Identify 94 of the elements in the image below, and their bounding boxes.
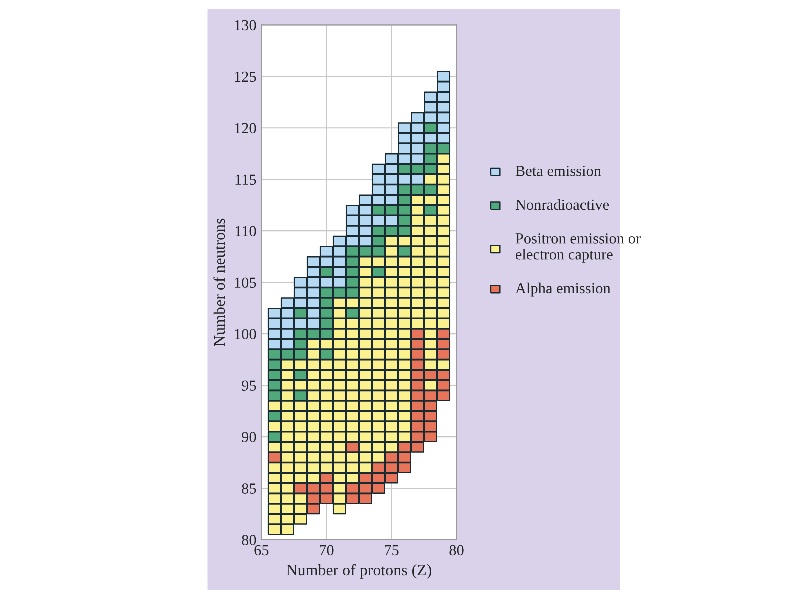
- point: [306, 483, 320, 494]
- y-tick-label: 110: [236, 226, 256, 237]
- point: [437, 380, 451, 392]
- point: [437, 338, 451, 350]
- point: [306, 328, 320, 340]
- point: [398, 442, 412, 453]
- point: [424, 154, 438, 165]
- legend-label: Alpha emission: [516, 282, 611, 297]
- point: [398, 205, 412, 216]
- point: [346, 442, 360, 453]
- legend-label: Beta emission: [516, 166, 602, 176]
- point: [437, 349, 451, 360]
- point: [410, 164, 425, 175]
- point: [294, 308, 308, 319]
- point: [306, 493, 320, 504]
- point: [294, 338, 308, 350]
- point: [320, 483, 334, 494]
- point: [320, 472, 334, 484]
- point: [437, 390, 451, 402]
- point: [410, 442, 425, 453]
- point: [372, 226, 386, 237]
- point: [346, 256, 360, 268]
- point: [346, 266, 360, 278]
- point: [384, 205, 398, 216]
- y-tick-label: 105: [235, 278, 256, 288]
- x-axis-title: Number of protons (Z): [286, 564, 432, 579]
- point: [268, 452, 282, 464]
- x-tick-label: 65: [254, 545, 269, 556]
- point: [384, 462, 398, 474]
- point: [358, 246, 372, 258]
- point: [306, 504, 320, 515]
- point: [372, 462, 386, 474]
- point: [358, 493, 372, 504]
- x-tick-label: 70: [320, 545, 334, 556]
- point: [410, 432, 425, 443]
- legend-label: Nonradioactive: [516, 199, 610, 210]
- y-tick-label: 90: [242, 432, 256, 442]
- point: [372, 205, 386, 216]
- point: [384, 452, 398, 464]
- point: [346, 246, 360, 258]
- y-tick-label: 125: [235, 72, 256, 82]
- point: [372, 236, 386, 247]
- point: [424, 421, 438, 432]
- point: [320, 493, 334, 504]
- point: [398, 462, 412, 474]
- point: [424, 410, 438, 422]
- point: [424, 400, 438, 412]
- point: [410, 328, 425, 340]
- point: [437, 143, 451, 154]
- point: [437, 370, 451, 381]
- y-tick-label: 100: [235, 329, 256, 340]
- point: [410, 349, 425, 360]
- point: [424, 390, 438, 402]
- point: [398, 184, 412, 196]
- y-tick-label: 120: [235, 123, 256, 134]
- point: [280, 349, 294, 360]
- legend-label: Positron emission or electron capture: [516, 234, 641, 263]
- point: [268, 349, 282, 360]
- point: [398, 215, 412, 226]
- point: [320, 287, 334, 298]
- y-tick-label: 80: [242, 535, 256, 546]
- point: [398, 164, 412, 175]
- point: [358, 483, 372, 494]
- point: [398, 452, 412, 464]
- point: [294, 328, 308, 340]
- point: [268, 380, 282, 392]
- point: [320, 266, 334, 278]
- point: [410, 410, 425, 422]
- point: [384, 472, 398, 484]
- point: [346, 493, 360, 504]
- y-tick-label: 115: [236, 174, 256, 186]
- point: [410, 380, 425, 392]
- point: [410, 359, 425, 370]
- point: [424, 122, 438, 134]
- x-tick-label: 80: [450, 545, 464, 556]
- x-tick-label: 75: [385, 545, 399, 556]
- point: [437, 328, 451, 340]
- point: [424, 370, 438, 381]
- point: [410, 338, 425, 350]
- point: [346, 483, 360, 494]
- y-tick-label: 85: [242, 484, 256, 494]
- y-tick-label: 95: [242, 380, 256, 391]
- point: [424, 432, 438, 443]
- y-tick-label: 130: [235, 20, 256, 31]
- point: [294, 483, 308, 494]
- y-axis-title: Number of neutrons: [214, 218, 226, 346]
- point: [384, 226, 398, 237]
- point: [268, 359, 282, 370]
- point: [372, 483, 386, 494]
- point: [424, 143, 438, 154]
- point: [320, 308, 334, 319]
- point: [410, 390, 425, 402]
- point: [320, 318, 334, 330]
- point: [358, 472, 372, 484]
